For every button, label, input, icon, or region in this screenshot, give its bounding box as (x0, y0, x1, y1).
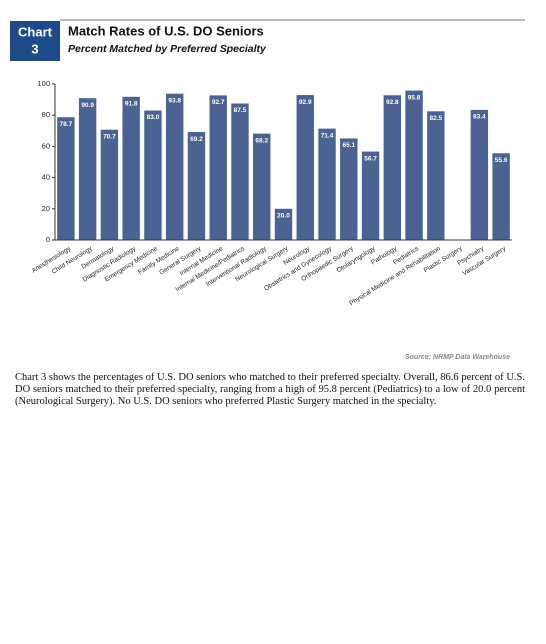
bar (144, 110, 162, 241)
value-label: 69.2 (190, 136, 203, 143)
bar (253, 133, 271, 240)
bar (231, 103, 249, 240)
bar (100, 129, 119, 240)
bar (361, 151, 380, 240)
badge-number: 3 (31, 41, 38, 56)
value-label: 20.0 (277, 213, 290, 220)
value-label: 90.9 (81, 102, 94, 109)
value-label: 68.2 (255, 137, 268, 144)
bar (470, 109, 489, 240)
bar (405, 90, 423, 240)
bar (318, 128, 336, 240)
value-label: 92.7 (212, 99, 225, 106)
value-label: 70.7 (103, 133, 116, 140)
value-label: 71.4 (321, 132, 334, 139)
value-label: 93.8 (168, 97, 181, 104)
value-label: 65.1 (342, 142, 355, 149)
bar (165, 93, 184, 240)
value-label: 83.0 (147, 114, 160, 121)
description: Chart 3 shows the percentages of U.S. DO… (15, 372, 525, 407)
y-tick-label: 20 (42, 204, 50, 213)
bar (78, 98, 97, 240)
bar (340, 138, 358, 240)
value-label: 87.5 (234, 107, 247, 114)
value-label: 95.8 (408, 94, 421, 101)
value-label: 92.9 (299, 99, 312, 106)
bar (122, 96, 140, 241)
bar (492, 153, 510, 240)
y-tick-label: 100 (37, 79, 50, 88)
bar (274, 208, 293, 240)
value-label: 82.5 (430, 115, 443, 122)
badge-word: Chart (18, 24, 53, 39)
chart-subtitle: Percent Matched by Preferred Specialty (68, 43, 267, 55)
y-tick-label: 80 (42, 110, 50, 119)
chart-title: Match Rates of U.S. DO Seniors (68, 23, 264, 38)
value-label: 83.4 (473, 114, 486, 121)
y-tick-label: 40 (42, 173, 50, 182)
bar (427, 111, 445, 240)
value-label: 55.6 (495, 157, 508, 164)
value-label: 92.8 (386, 99, 399, 106)
bar (57, 117, 75, 240)
value-label: 91.8 (125, 101, 138, 108)
value-label: 56.7 (364, 155, 377, 162)
bar (383, 95, 402, 241)
bar (209, 95, 227, 240)
value-label: 78.7 (60, 121, 73, 128)
y-tick-label: 0 (46, 235, 50, 244)
chart: Chart 3 Match Rates of U.S. DO Seniors P… (10, 19, 525, 361)
y-tick-label: 60 (42, 141, 50, 150)
bar (296, 95, 314, 241)
bar (187, 132, 206, 240)
source: Source: NRMP Data Warehouse (405, 354, 510, 361)
badge (10, 21, 60, 61)
